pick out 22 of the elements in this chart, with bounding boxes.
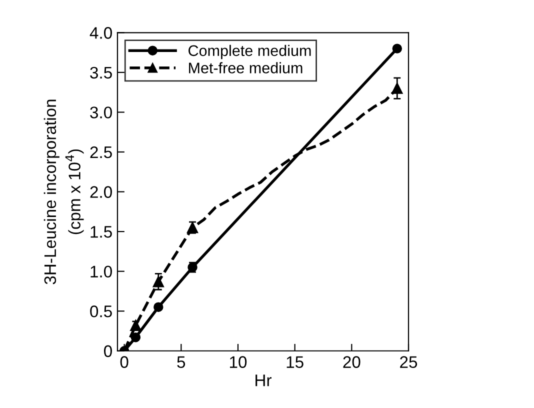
y-axis-title: 3H-Leucine incorporation (cpm x 10$^{4}$) — [44, 100, 84, 284]
y-tick-label: 2.5 — [90, 146, 112, 158]
point — [130, 320, 142, 331]
y-tick-label: 2.0 — [90, 186, 112, 198]
x-tick-label: 15 — [286, 356, 304, 368]
x-tick-label: 5 — [177, 356, 186, 368]
x-tick-label: 20 — [343, 356, 360, 368]
point — [392, 82, 403, 94]
point — [152, 276, 164, 288]
y-tick-label: 4.0 — [90, 27, 112, 39]
y-tick-label: 1.5 — [90, 226, 112, 238]
y-tick-label: 3.0 — [90, 106, 112, 118]
x-tick-label: 0 — [120, 356, 128, 368]
x-tick-label: 25 — [400, 356, 418, 368]
legend-label: Met-free medium — [189, 62, 302, 74]
y-tick-label: 1.0 — [90, 266, 112, 278]
x-tick-label: 10 — [230, 356, 247, 368]
x-axis-title: Hr — [256, 374, 272, 386]
y-tick-label: 0.5 — [90, 306, 112, 318]
y-tick-label: 3.5 — [90, 66, 112, 79]
legend-label: Complete medium — [188, 44, 311, 60]
y-tick-label: 0 — [104, 345, 112, 358]
